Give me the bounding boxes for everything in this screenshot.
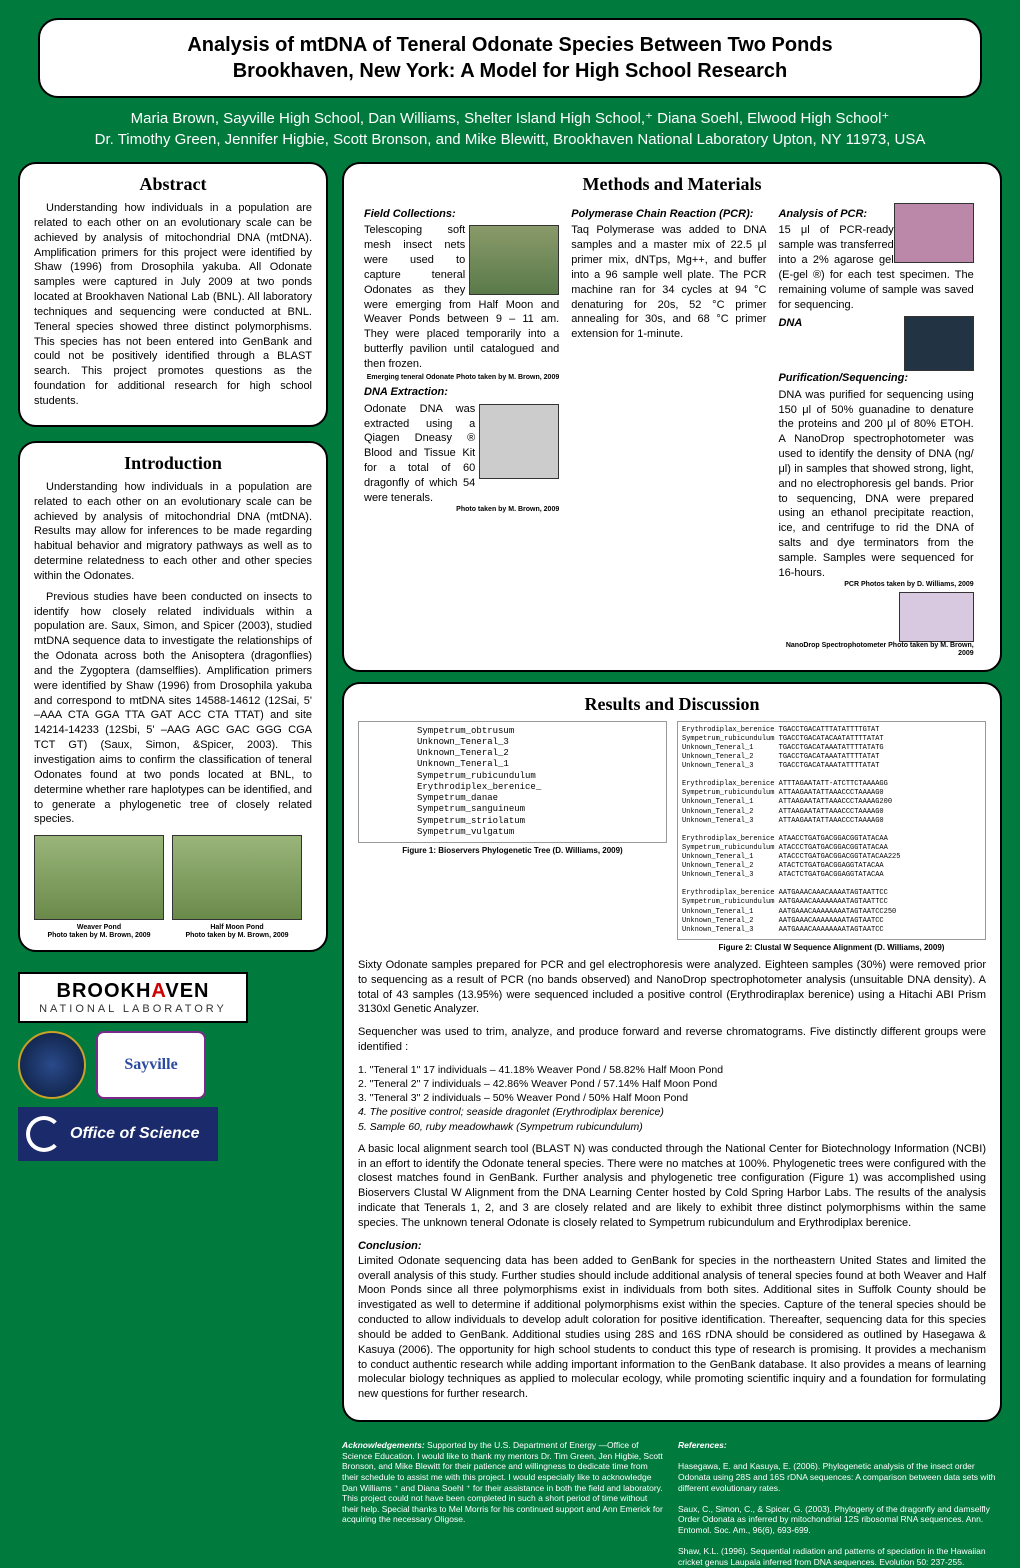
footer-row: Acknowledgements: Supported by the U.S. … — [342, 1440, 1002, 1568]
half-moon-pond-photo — [172, 835, 302, 920]
science-ring-icon — [26, 1116, 62, 1152]
lab-photo — [894, 203, 974, 263]
pond2-caption: Half Moon PondPhoto taken by M. Brown, 2… — [172, 924, 302, 939]
methods-heading: Methods and Materials — [358, 174, 986, 195]
ack-text: Supported by the U.S. Department of Ener… — [342, 1440, 663, 1524]
ref-2: Saux, C., Simon, C., & Spicer, G. (2003)… — [678, 1504, 1002, 1536]
office-of-science-logo: Office of Science — [18, 1107, 218, 1161]
extraction-photo — [479, 404, 559, 479]
abstract-heading: Abstract — [34, 174, 312, 195]
conclusion-text: Limited Odonate sequencing data has been… — [358, 1255, 986, 1401]
abstract-panel: Abstract Understanding how individuals i… — [18, 162, 328, 427]
results-p2: Sequencher was used to trim, analyze, an… — [358, 1025, 986, 1055]
figure-2-caption: Figure 2: Clustal W Sequence Alignment (… — [677, 943, 986, 952]
ack-heading: Acknowledgements: — [342, 1440, 425, 1450]
abstract-text: Understanding how individuals in a popul… — [34, 201, 312, 409]
extraction-caption: Photo taken by M. Brown, 2009 — [364, 506, 559, 514]
authors-line-2: Dr. Timothy Green, Jennifer Higbie, Scot… — [18, 129, 1002, 150]
title-line-1: Analysis of mtDNA of Teneral Odonate Spe… — [60, 32, 960, 58]
egel-photo — [904, 316, 974, 371]
brookhaven-logo: BROOKHAVEN NATIONAL LABORATORY — [18, 972, 248, 1023]
results-panel: Results and Discussion Sympetrum_obtrusu… — [342, 682, 1002, 1422]
results-p3: A basic local alignment search tool (BLA… — [358, 1142, 986, 1231]
pcr-h: Polymerase Chain Reaction (PCR): — [571, 207, 766, 221]
results-p1: Sixty Odonate samples prepared for PCR a… — [358, 958, 986, 1017]
sayville-logo: Sayville — [96, 1031, 206, 1099]
authors-block: Maria Brown, Sayville High School, Dan W… — [18, 108, 1002, 150]
odonate-photo — [469, 225, 559, 295]
alignment-figure: Erythrodiplax_berenice TGACCTGACATTTATAT… — [677, 721, 986, 940]
nanodrop-photo — [899, 592, 974, 642]
introduction-panel: Introduction Understanding how individua… — [18, 441, 328, 952]
intro-p1: Understanding how individuals in a popul… — [34, 480, 312, 584]
figure-1-caption: Figure 1: Bioservers Phylogenetic Tree (… — [358, 846, 667, 855]
ref-1: Hasegawa, E. and Kasuya, E. (2006). Phyl… — [678, 1461, 1002, 1493]
title-box: Analysis of mtDNA of Teneral Odonate Spe… — [38, 18, 982, 98]
pond1-caption: Weaver PondPhoto taken by M. Brown, 2009 — [34, 924, 164, 939]
pcr-text: Taq Polymerase was added to DNA samples … — [571, 223, 766, 342]
conclusion-heading: Conclusion: — [358, 1240, 422, 1252]
dna-purification-text: DNA was purified for sequencing using 15… — [778, 388, 973, 581]
ref-3: Shaw, K.L. (1996). Sequential radiation … — [678, 1546, 1002, 1567]
pcr-caption: PCR Photos taken by D. Williams, 2009 — [778, 581, 973, 589]
odonate-caption: Emerging teneral Odonate Photo taken by … — [364, 374, 559, 382]
weaver-pond-photo — [34, 835, 164, 920]
doe-seal-icon — [18, 1031, 86, 1099]
results-list: 1. "Teneral 1" 17 individuals – 41.18% W… — [358, 1063, 986, 1134]
title-line-2: Brookhaven, New York: A Model for High S… — [60, 58, 960, 84]
methods-panel: Methods and Materials Field Collections:… — [342, 162, 1002, 672]
refs-heading: References: — [678, 1440, 727, 1450]
field-collections-h: Field Collections: — [364, 207, 559, 221]
results-heading: Results and Discussion — [358, 694, 986, 715]
nanodrop-caption: NanoDrop Spectrophotometer Photo taken b… — [778, 642, 973, 657]
authors-line-1: Maria Brown, Sayville High School, Dan W… — [18, 108, 1002, 129]
introduction-heading: Introduction — [34, 453, 312, 474]
logos-block: BROOKHAVEN NATIONAL LABORATORY Sayville … — [18, 966, 328, 1167]
intro-p2: Previous studies have been conducted on … — [34, 590, 312, 828]
phylo-tree-figure: Sympetrum_obtrusum Unknown_Teneral_3 Unk… — [358, 721, 667, 844]
dna-extraction-h: DNA Extraction: — [364, 385, 559, 399]
